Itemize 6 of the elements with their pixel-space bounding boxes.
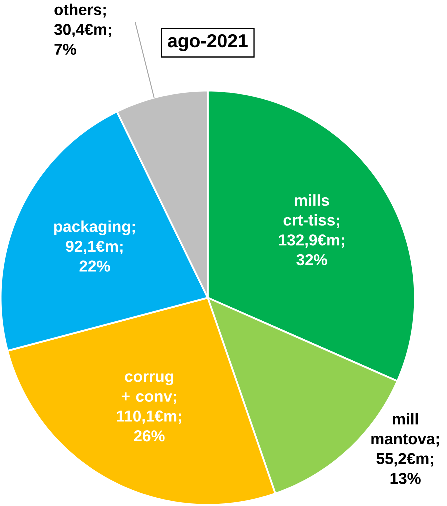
slice-label: mill mantova; 55,2€m; 13% bbox=[372, 413, 440, 484]
slice-label: corrug + conv; 110,1€m; 26% bbox=[117, 374, 182, 442]
slice-label: others; 30,4€m; 7% bbox=[54, 4, 112, 56]
slice-label: mills crt-tiss; 132,9€m; 32% bbox=[279, 194, 344, 266]
slice-label: packaging; 92,1€m; 22% bbox=[54, 220, 136, 272]
text: ago-2021 bbox=[168, 34, 248, 52]
